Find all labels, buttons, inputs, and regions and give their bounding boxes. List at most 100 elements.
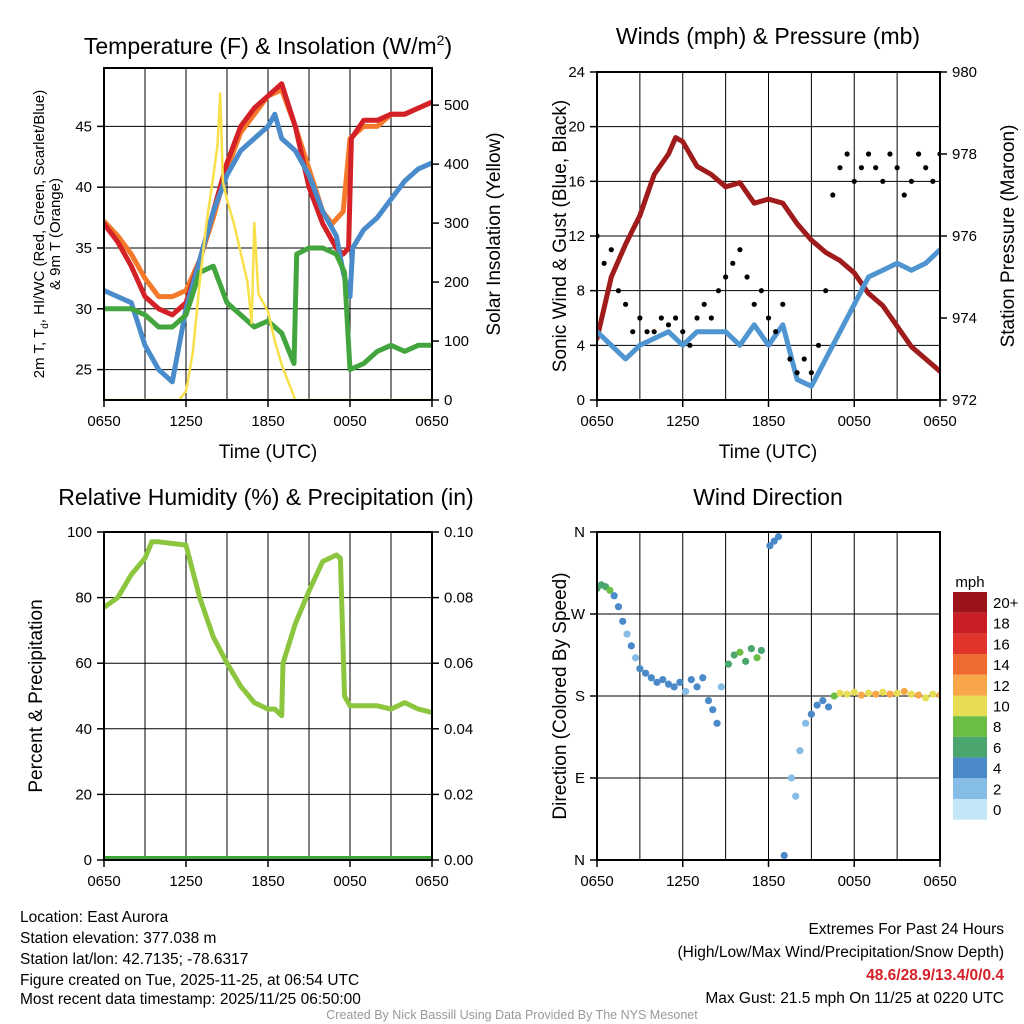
xtick-label: 1250 <box>666 873 699 890</box>
direction-point <box>709 706 717 714</box>
gust-point <box>708 315 714 321</box>
colorbar-swatch <box>953 736 987 758</box>
ytick-label: 30 <box>75 301 92 318</box>
extremes-subtitle: (High/Low/Max Wind/Precipitation/Snow De… <box>678 944 1005 961</box>
colorbar-label: 16 <box>993 636 1010 653</box>
panel4-title: Wind Direction <box>693 484 843 510</box>
ytick-label: 40 <box>75 721 92 738</box>
panel1-title: Temperature (F) & Insolation (W/m2) <box>84 32 452 59</box>
gust-point <box>637 315 643 321</box>
direction-point <box>664 680 673 688</box>
direction-point <box>774 532 783 541</box>
series-sonic-wind <box>597 247 940 389</box>
xtick-label: 0650 <box>87 873 120 890</box>
panel1-ylabel: 2m T, Td, HI/WC (Red, Green, Scarlet/Blu… <box>31 90 64 378</box>
ytick-label: 24 <box>568 64 585 81</box>
ytick-right-label: 974 <box>952 310 977 327</box>
gust-point <box>758 288 764 294</box>
direction-point <box>929 690 937 698</box>
ytick-right-label: 300 <box>444 215 469 232</box>
gust-point <box>680 329 686 335</box>
colorbar-label: 10 <box>993 699 1010 716</box>
colorbar-title: mph <box>955 574 984 591</box>
gust-point <box>794 370 800 376</box>
gust-point <box>673 315 679 321</box>
direction-point <box>766 542 774 550</box>
xtick-label: 0050 <box>838 873 871 890</box>
direction-point <box>770 537 778 545</box>
ytick-right-label: 0.08 <box>444 590 473 607</box>
direction-point <box>780 851 788 860</box>
ytick-right-label: 400 <box>444 156 469 173</box>
ytick-right-label: 100 <box>444 333 469 350</box>
ytick-right-label: 978 <box>952 146 977 163</box>
svg-text:& 9m T (Orange): & 9m T (Orange) <box>47 178 64 290</box>
direction-point <box>704 696 713 705</box>
gust-point <box>651 329 657 335</box>
ytick-right-label: 976 <box>952 228 977 245</box>
panel-4: N E S W N 0650 1250 1850 0050 0650 20+ 18 16 14 12 10 8 6… <box>571 524 1019 890</box>
gust-point <box>823 288 829 294</box>
ytick-right-label: 972 <box>952 392 977 409</box>
plot-frame <box>103 531 433 861</box>
gust-point <box>887 151 893 157</box>
direction-point <box>693 683 701 691</box>
ytick-label: 100 <box>67 524 92 541</box>
direction-point <box>742 657 750 665</box>
series-2m-t <box>104 81 432 318</box>
direction-point <box>900 687 908 696</box>
panel3-ylabel: Percent & Precipitation <box>26 599 47 792</box>
gust-point <box>687 342 693 348</box>
elevation: Station elevation: 377.038 m <box>20 930 216 947</box>
ytick-label: 8 <box>577 283 585 300</box>
xtick-label: 1850 <box>251 413 284 430</box>
direction-point <box>753 654 761 662</box>
ytick-right-label: 0.04 <box>444 721 473 738</box>
direction-point <box>787 774 795 782</box>
direction-point <box>647 674 655 682</box>
gust-point <box>765 315 772 321</box>
colorbar-swatch <box>953 674 987 696</box>
panel2-ylabel-right: Station Pressure (Maroon) <box>998 125 1019 348</box>
credit: Created By Nick Bassill Using Data Provi… <box>326 1008 698 1022</box>
gust-point <box>608 247 614 253</box>
panel4-ylabel: Direction (Colored By Speed) <box>550 572 571 819</box>
direction-point <box>914 691 923 699</box>
direction-point <box>713 719 721 727</box>
panel2-xlabel: Time (UTC) <box>719 442 818 463</box>
colorbar-label: 6 <box>993 740 1001 757</box>
gust-point <box>901 192 907 198</box>
ytick-label: 16 <box>568 173 585 190</box>
direction-point <box>641 669 650 677</box>
ytick-label: 60 <box>75 655 92 672</box>
gust-point <box>644 329 650 335</box>
xtick-label: 0650 <box>923 413 956 430</box>
gust-point <box>908 178 915 184</box>
gust-point <box>730 260 736 266</box>
direction-point <box>717 683 725 691</box>
xtick-label: 0050 <box>333 873 366 890</box>
direction-point <box>907 690 916 698</box>
direction-point <box>676 678 684 686</box>
direction-point <box>857 691 865 699</box>
direction-point <box>619 617 627 625</box>
colorbar-swatch <box>953 778 987 799</box>
gust-point <box>858 165 864 171</box>
direction-point <box>850 688 858 696</box>
colorbar-swatch <box>953 633 987 655</box>
plot-area <box>597 135 940 389</box>
xtick-label: 1250 <box>666 413 699 430</box>
colorbar-label: 0 <box>993 802 1001 819</box>
gust-point <box>744 274 750 280</box>
colorbar-swatch <box>953 695 987 717</box>
extremes: Extremes For Past 24 Hours (High/Low/Max… <box>678 921 1005 1007</box>
direction-point <box>813 701 821 709</box>
colorbar-label: 12 <box>993 678 1010 695</box>
direction-point <box>670 683 678 691</box>
panel2-title: Winds (mph) & Pressure (mb) <box>616 23 920 49</box>
direction-point <box>757 646 765 655</box>
direction-point <box>802 719 810 727</box>
gust-point <box>751 301 757 307</box>
gust-point <box>715 288 722 294</box>
series-rh <box>104 539 432 719</box>
